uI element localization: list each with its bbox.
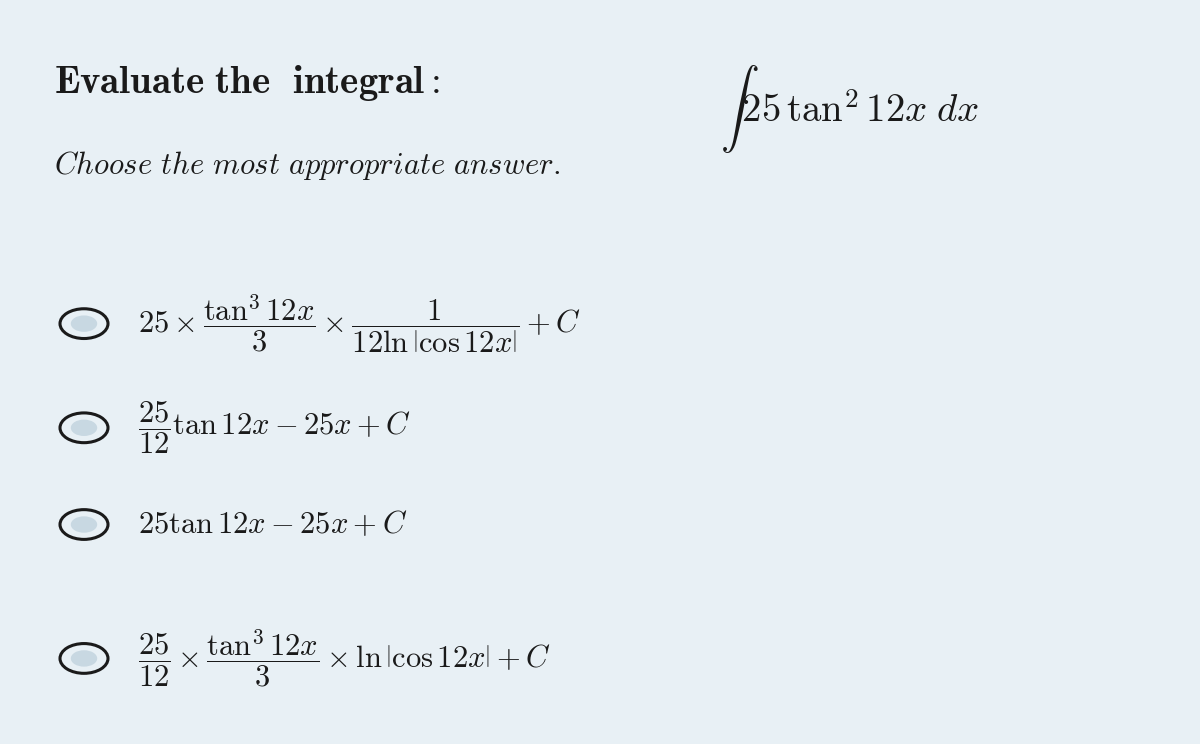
- Circle shape: [71, 420, 97, 436]
- Text: $25\tan 12x - 25x + C$: $25\tan 12x - 25x + C$: [138, 510, 407, 539]
- Text: $25 \times \dfrac{\tan^3 12x}{3} \times \dfrac{1}{12\ln\left|\cos 12x\right|} + : $25 \times \dfrac{\tan^3 12x}{3} \times …: [138, 292, 581, 355]
- Text: $\dfrac{25}{12} \times \dfrac{\tan^3 12x}{3} \times \ln\left|\cos 12x\right| + C: $\dfrac{25}{12} \times \dfrac{\tan^3 12x…: [138, 628, 551, 689]
- Text: $\mathbf{Evaluate\ the\ \ integral:}$: $\mathbf{Evaluate\ the\ \ integral:}$: [54, 63, 440, 103]
- Circle shape: [60, 309, 108, 339]
- Circle shape: [71, 516, 97, 533]
- Circle shape: [71, 650, 97, 667]
- Circle shape: [60, 510, 108, 539]
- Text: $\dfrac{25}{12}\tan 12x - 25x + C$: $\dfrac{25}{12}\tan 12x - 25x + C$: [138, 400, 412, 456]
- Text: $\mathit{Choose\ the\ most\ appropriate\ answer.}$: $\mathit{Choose\ the\ most\ appropriate\…: [54, 149, 560, 182]
- Text: $\int 25\,\tan^2 12x\;dx$: $\int 25\,\tan^2 12x\;dx$: [720, 63, 979, 155]
- Circle shape: [71, 315, 97, 332]
- Circle shape: [60, 644, 108, 673]
- Circle shape: [60, 413, 108, 443]
